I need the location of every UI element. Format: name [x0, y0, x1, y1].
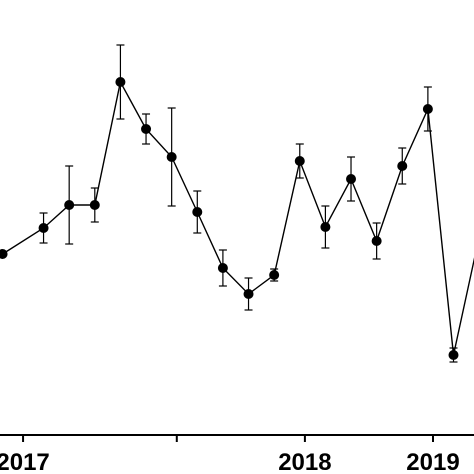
data-point — [115, 77, 126, 87]
data-point — [217, 263, 228, 273]
data-point — [89, 200, 100, 210]
data-point — [141, 124, 152, 134]
data-point — [38, 223, 49, 233]
x-tick-label: 2017 — [0, 449, 50, 474]
x-tick-label: 2018 — [278, 449, 331, 474]
data-point — [0, 249, 8, 259]
data-point — [294, 156, 305, 166]
x-tick-label: 2019 — [406, 449, 459, 474]
x-axis-tick-labels: 2017 2018 2019 — [0, 449, 460, 474]
x-axis-ticks — [22, 435, 435, 442]
data-point — [320, 222, 331, 232]
data-point — [243, 289, 254, 299]
data-point — [397, 161, 408, 171]
data-point — [64, 200, 75, 210]
data-point — [269, 270, 280, 280]
data-point — [192, 207, 203, 217]
data-point — [371, 236, 382, 246]
data-point — [448, 350, 459, 360]
data-point — [346, 174, 357, 184]
series-line — [2, 79, 474, 356]
plot-area — [0, 44, 474, 363]
data-point — [166, 152, 177, 162]
data-point — [422, 104, 433, 114]
